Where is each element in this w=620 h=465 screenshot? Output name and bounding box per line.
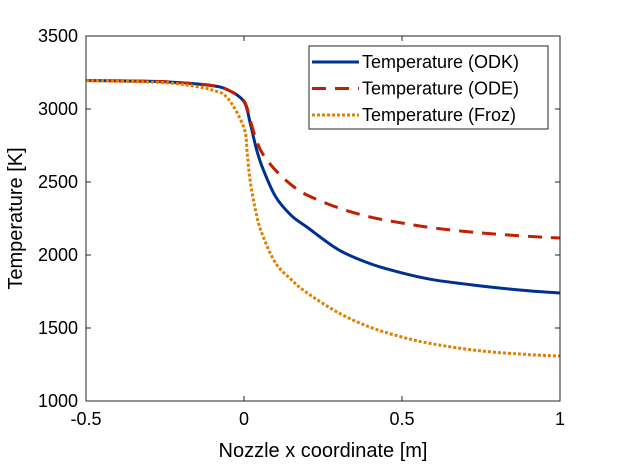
x-tick-label: 0 (239, 409, 249, 429)
y-tick-label: 3500 (38, 26, 78, 46)
axes-box (85, 35, 561, 402)
legend-entries: Temperature (ODK) Temperature (ODE) Temper… (312, 52, 519, 125)
y-tick-label: 2000 (38, 245, 78, 265)
x-tick-label: 0.5 (389, 409, 414, 429)
x-tick-label: 1 (555, 409, 565, 429)
y-axis-label: Temperature [K] (5, 147, 27, 289)
y-tick-label: 1000 (38, 391, 78, 411)
legend-label: Temperature (Froz) (362, 105, 516, 125)
legend-label: Temperature (ODK) (362, 52, 519, 72)
plot-lines (85, 79, 561, 358)
series-line-temperature-ode (85, 79, 561, 240)
y-tick-label: 2500 (38, 172, 78, 192)
legend: Temperature (ODK) Temperature (ODE) Temper… (308, 45, 549, 130)
tick-labels: -0.5 0 0.5 1 1000 1500 2000 2500 3000 3500 (38, 26, 565, 429)
ticks (85, 35, 561, 402)
x-axis-label: Nozzle x coordinate [m] (219, 440, 428, 462)
series-line-temperature-froz (85, 79, 561, 358)
y-tick-label: 3000 (38, 99, 78, 119)
legend-label: Temperature (ODE) (362, 79, 519, 99)
x-tick-label: -0.5 (70, 409, 101, 429)
y-tick-label: 1500 (38, 318, 78, 338)
